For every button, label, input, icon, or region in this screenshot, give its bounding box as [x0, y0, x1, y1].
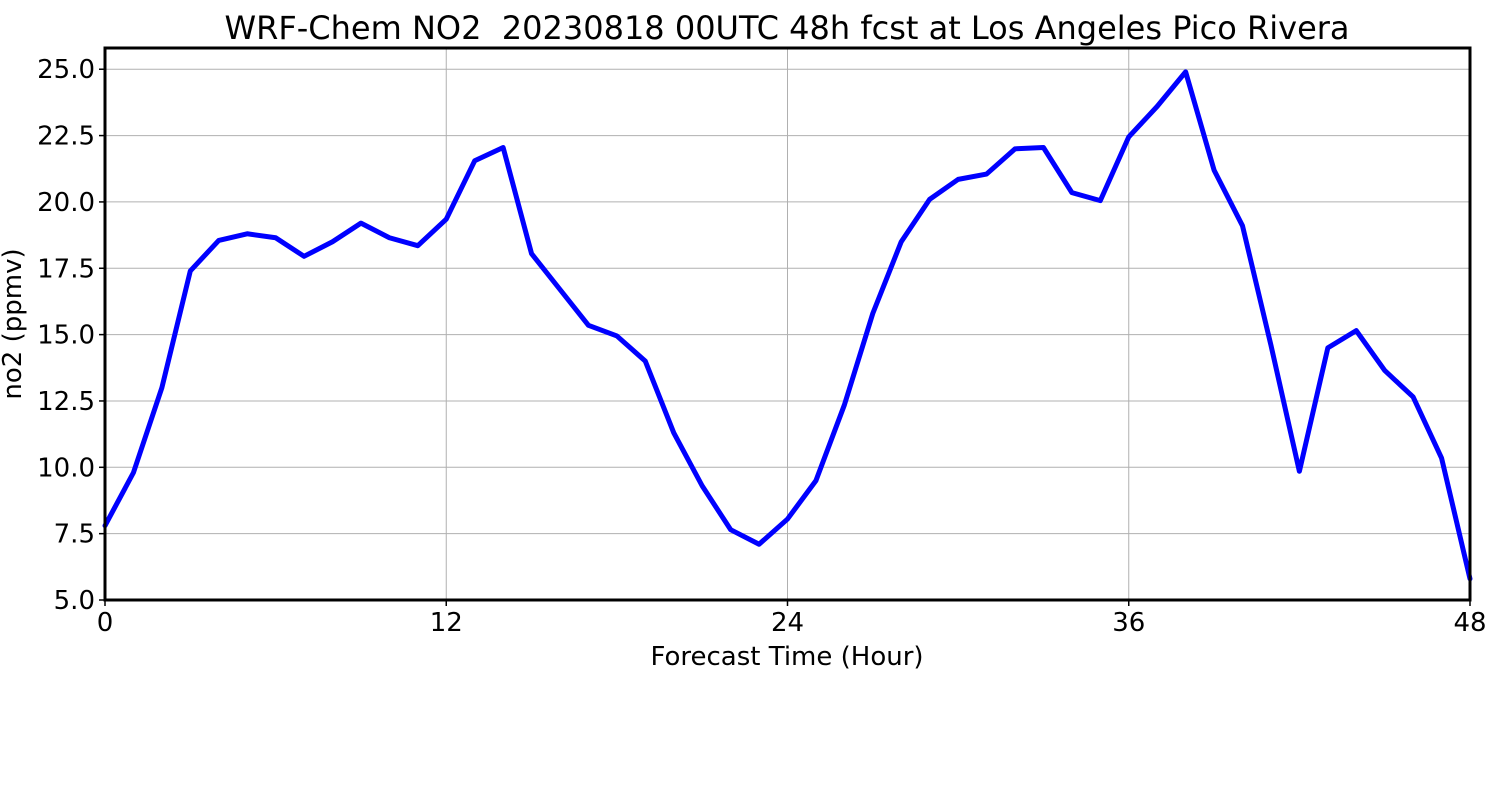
plot-frame	[103, 46, 1472, 602]
chart-title: WRF-Chem NO2 20230818 00UTC 48h fcst at …	[224, 9, 1349, 47]
x-tick-label: 24	[771, 608, 804, 638]
x-tick-label: 36	[1112, 608, 1145, 638]
y-tick-label: 12.5	[37, 387, 95, 417]
x-tick-label: 0	[97, 608, 114, 638]
y-tick-label: 10.0	[37, 453, 95, 483]
y-tick-label: 17.5	[37, 254, 95, 284]
x-tick-label: 12	[430, 608, 463, 638]
y-axis-label: no2 (ppmv)	[0, 248, 28, 399]
y-tick-label: 20.0	[37, 188, 95, 218]
tick-layer: 0 12 24 36 48 5.0 7.5 10.0 12.5 15.0 17.5 20.0 22.5 2…	[37, 55, 1486, 638]
y-tick-label: 22.5	[37, 122, 95, 152]
series-layer	[102, 69, 1473, 582]
no2-series-line	[102, 69, 1473, 582]
x-tick-label: 48	[1453, 608, 1486, 638]
y-tick-label: 25.0	[37, 55, 95, 85]
x-axis-label: Forecast Time (Hour)	[650, 642, 923, 672]
y-tick-label: 15.0	[37, 321, 95, 351]
y-tick-label: 7.5	[54, 520, 95, 550]
y-tick-label: 5.0	[54, 586, 95, 616]
